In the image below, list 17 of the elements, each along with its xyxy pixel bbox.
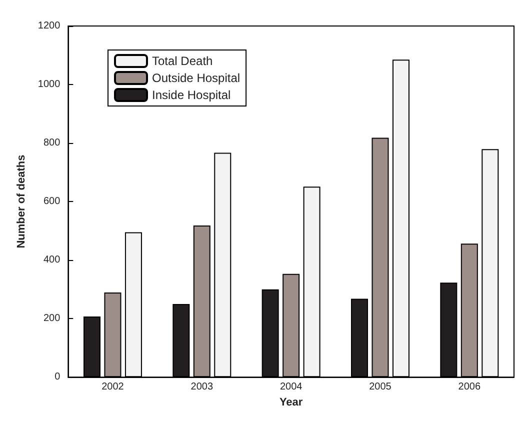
y-tick-label: 1000 [38, 79, 61, 90]
y-tick-label: 1200 [38, 20, 61, 32]
x-tick-label: 2004 [280, 382, 303, 393]
x-tick-label: 2005 [369, 382, 392, 393]
y-axis-title: Number of deaths [16, 154, 28, 248]
y-tick-label: 800 [43, 138, 61, 149]
legend-label: Outside Hospital [152, 71, 240, 85]
y-tick-label: 400 [43, 254, 61, 266]
y-tick-label: 600 [43, 196, 61, 208]
legend-label: Total Death [152, 54, 213, 68]
x-tick-label: 2003 [190, 382, 214, 393]
x-tick-label: 2002 [102, 382, 124, 393]
x-axis-title: Year [279, 396, 304, 408]
legend-label: Inside Hospital [152, 88, 231, 102]
y-tick-label: 200 [43, 313, 61, 324]
y-tick-label: 0 [54, 372, 61, 383]
x-tick-label: 2006 [458, 382, 481, 393]
